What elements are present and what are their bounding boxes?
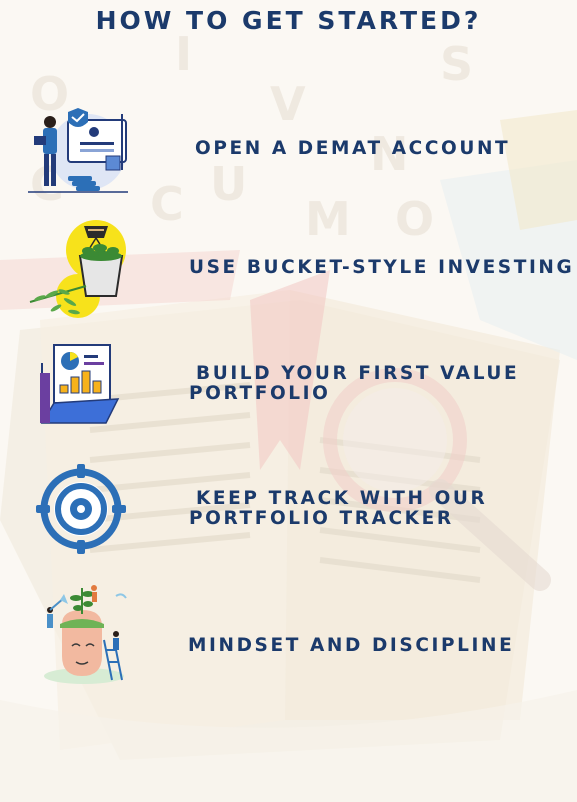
svg-text:C: C xyxy=(150,177,184,231)
step-label-line: MINDSET AND DISCIPLINE xyxy=(188,635,515,656)
portfolio-chart-icon xyxy=(40,344,120,424)
svg-text:I: I xyxy=(175,27,192,81)
svg-text:O: O xyxy=(395,192,434,246)
svg-text:V: V xyxy=(270,77,306,131)
step-build-value-portfolio: BUILD YOUR FIRST VALUE PORTFOLIO xyxy=(189,364,519,404)
svg-text:U: U xyxy=(210,157,247,211)
demat-account-icon xyxy=(28,108,128,193)
svg-text:O: O xyxy=(30,67,69,121)
step-label-line: BUILD YOUR FIRST VALUE xyxy=(196,363,520,384)
bucket-plant-icon xyxy=(29,220,126,318)
mindset-head-icon xyxy=(44,585,127,684)
page-title: HOW TO GET STARTED? xyxy=(95,6,482,35)
step-mindset-discipline: MINDSET AND DISCIPLINE xyxy=(188,636,514,656)
step-open-demat-account: OPEN A DEMAT ACCOUNT xyxy=(195,139,510,159)
svg-text:M: M xyxy=(305,192,351,246)
step-label-line: PORTFOLIO xyxy=(189,383,331,404)
step-portfolio-tracker: KEEP TRACK WITH OUR PORTFOLIO TRACKER xyxy=(189,489,487,529)
step-label-line: OPEN A DEMAT ACCOUNT xyxy=(195,138,511,159)
step-label-line: USE BUCKET-STYLE INVESTING xyxy=(189,257,575,278)
step-label-line: KEEP TRACK WITH OUR xyxy=(196,488,488,509)
target-icon xyxy=(36,464,126,554)
svg-text:N: N xyxy=(370,127,409,181)
step-bucket-style-investing: USE BUCKET-STYLE INVESTING xyxy=(189,258,574,278)
step-label-line: PORTFOLIO TRACKER xyxy=(189,508,454,529)
svg-text:S: S xyxy=(440,37,473,91)
